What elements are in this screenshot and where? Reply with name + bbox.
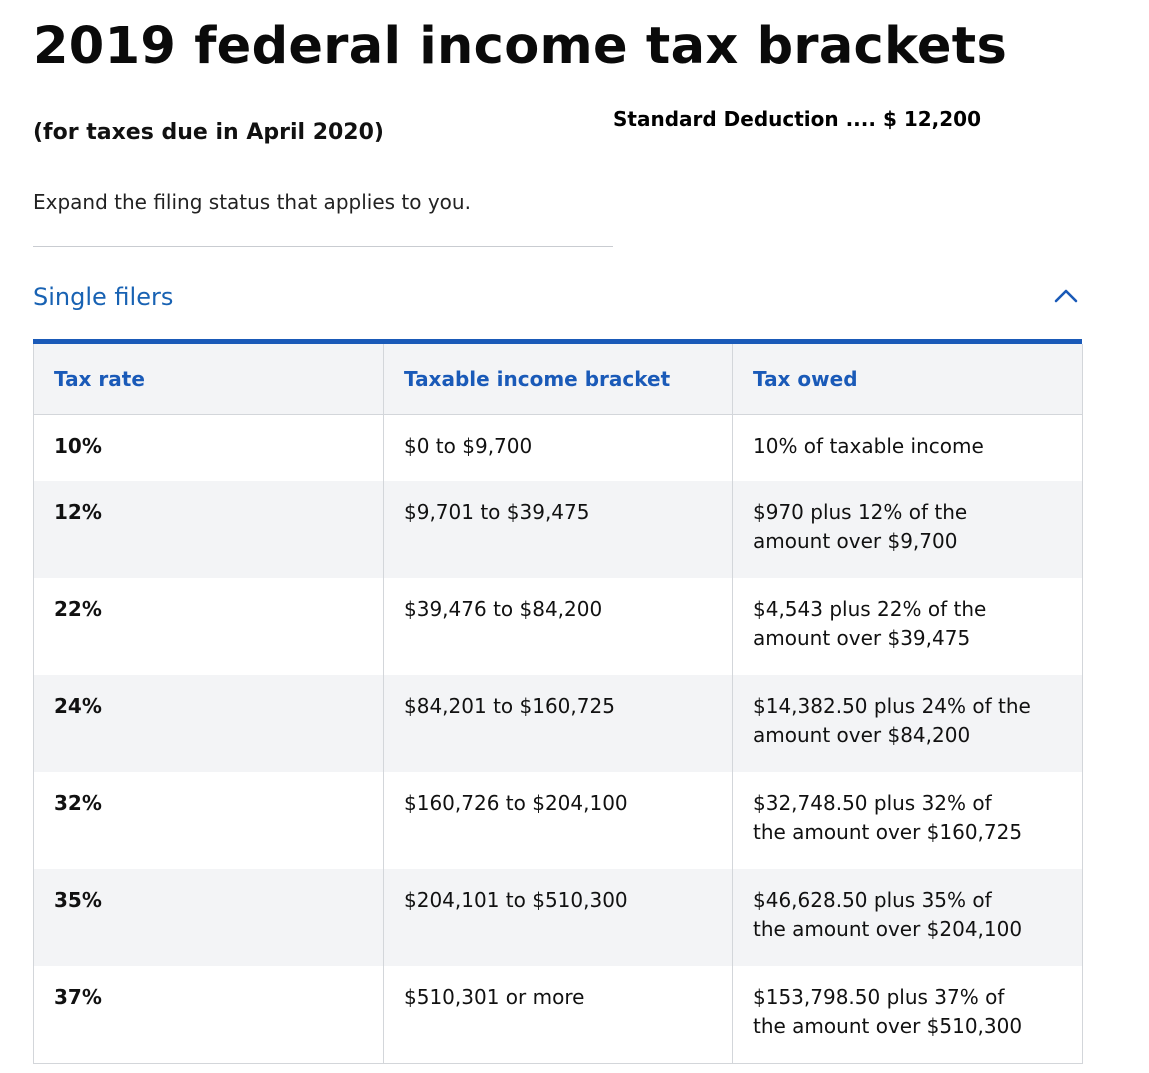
tax-owed-cell: $14,382.50 plus 24% of the amount over $8… — [732, 675, 1083, 772]
table-row: 24% $84,201 to $160,725 $14,382.50 plus … — [33, 675, 1083, 772]
tax-owed-line-2: the amount over $204,100 — [753, 917, 1023, 941]
income-bracket-cell: $204,101 to $510,300 — [383, 869, 733, 966]
column-header-tax-rate: Tax rate — [33, 344, 384, 415]
tax-rate-cell: 24% — [33, 675, 384, 772]
page-title: 2019 federal income tax brackets — [33, 17, 1008, 76]
tax-rate-cell: 10% — [33, 414, 384, 481]
tax-owed-cell: $4,543 plus 22% of the amount over $39,47… — [732, 578, 1083, 675]
tax-owed-line-1: $46,628.50 plus 35% of — [753, 888, 992, 912]
tax-owed-line-1: $32,748.50 plus 32% of — [753, 791, 992, 815]
tax-rate-cell: 12% — [33, 481, 384, 578]
income-bracket-cell: $160,726 to $204,100 — [383, 772, 733, 869]
table-row: 35% $204,101 to $510,300 $46,628.50 plus… — [33, 869, 1083, 966]
tax-owed-line-2: the amount over $510,300 — [753, 1014, 1023, 1038]
tax-owed-cell: $970 plus 12% of the amount over $9,700 — [732, 481, 1083, 578]
tax-owed-line-1: $14,382.50 plus 24% of the — [753, 694, 1031, 718]
instruction-text: Expand the filing status that applies to… — [33, 190, 471, 214]
income-bracket-cell: $0 to $9,700 — [383, 414, 733, 481]
table-header-row: Tax rate Taxable income bracket Tax owed — [33, 344, 1083, 415]
tax-owed-line-2: the amount over $160,725 — [753, 820, 1023, 844]
income-bracket-cell: $9,701 to $39,475 — [383, 481, 733, 578]
table-row: 12% $9,701 to $39,475 $970 plus 12% of t… — [33, 481, 1083, 578]
tax-rate-cell: 32% — [33, 772, 384, 869]
tax-bracket-table-container: Tax rate Taxable income bracket Tax owed… — [33, 339, 1083, 1064]
column-header-tax-owed: Tax owed — [732, 344, 1083, 415]
tax-owed-cell: 10% of taxable income — [732, 414, 1083, 481]
tax-rate-cell: 35% — [33, 869, 384, 966]
tax-owed-line-1: $153,798.50 plus 37% of — [753, 985, 1005, 1009]
page-subtitle: (for taxes due in April 2020) — [33, 120, 384, 145]
accordion-single-filers[interactable]: Single filers — [33, 270, 1082, 326]
table-row: 32% $160,726 to $204,100 $32,748.50 plus… — [33, 772, 1083, 869]
tax-rate-cell: 22% — [33, 578, 384, 675]
tax-owed-line-1: $970 plus 12% of the — [753, 500, 968, 524]
tax-bracket-table: Tax rate Taxable income bracket Tax owed… — [33, 344, 1083, 1064]
divider — [33, 246, 613, 247]
accordion-title: Single filers — [33, 283, 174, 311]
tax-owed-cell: $153,798.50 plus 37% of the amount over $… — [732, 966, 1083, 1064]
tax-owed-line-1: $4,543 plus 22% of the — [753, 597, 987, 621]
tax-owed-cell: $46,628.50 plus 35% of the amount over $2… — [732, 869, 1083, 966]
tax-owed-line-1: 10% of taxable income — [753, 433, 984, 458]
tax-owed-cell: $32,748.50 plus 32% of the amount over $1… — [732, 772, 1083, 869]
tax-owed-line-2: amount over $39,475 — [753, 626, 971, 650]
standard-deduction-note: Standard Deduction .... $ 12,200 — [613, 107, 981, 131]
column-header-taxable-income-bracket: Taxable income bracket — [383, 344, 733, 415]
table-row: 37% $510,301 or more $153,798.50 plus 37… — [33, 966, 1083, 1064]
income-bracket-cell: $510,301 or more — [383, 966, 733, 1064]
tax-owed-line-2: amount over $9,700 — [753, 529, 958, 553]
tax-owed-line-2: amount over $84,200 — [753, 723, 971, 747]
income-bracket-cell: $84,201 to $160,725 — [383, 675, 733, 772]
table-row: 22% $39,476 to $84,200 $4,543 plus 22% o… — [33, 578, 1083, 675]
table-row: 10% $0 to $9,700 10% of taxable income — [33, 414, 1083, 481]
tax-rate-cell: 37% — [33, 966, 384, 1064]
income-bracket-cell: $39,476 to $84,200 — [383, 578, 733, 675]
chevron-up-icon[interactable] — [1052, 284, 1080, 308]
